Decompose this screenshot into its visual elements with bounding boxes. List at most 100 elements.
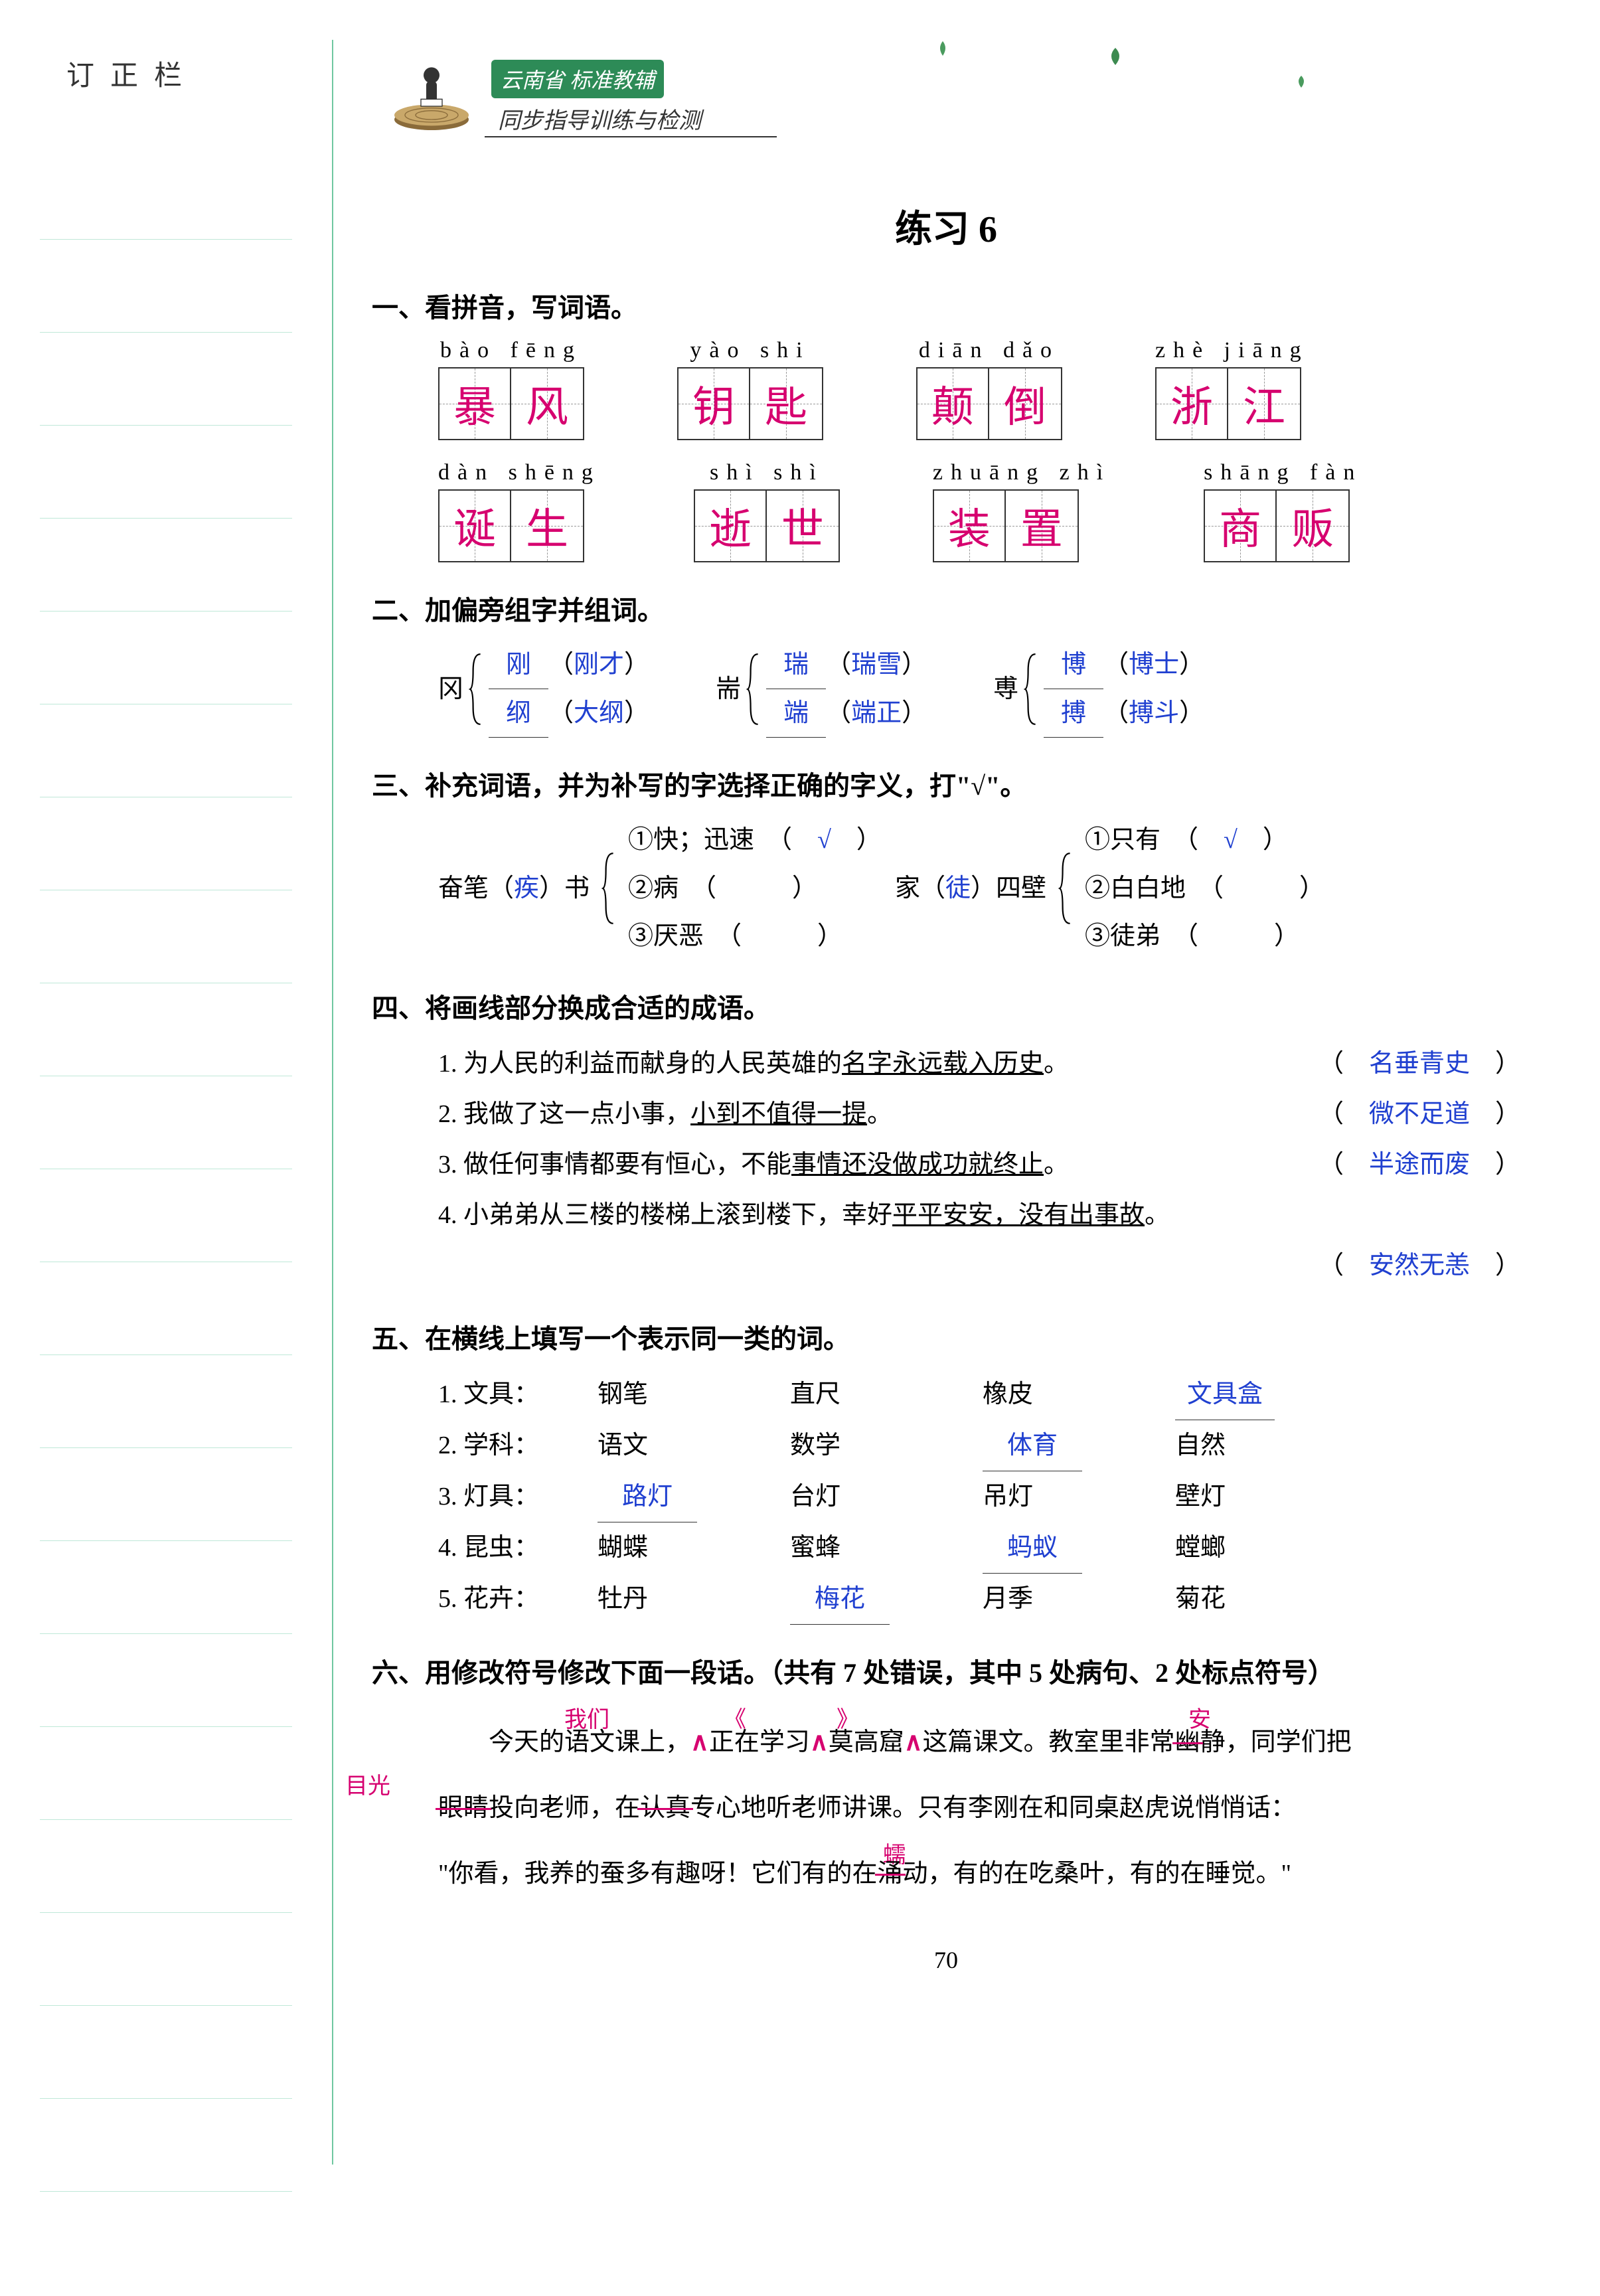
han-answer: 钥 bbox=[692, 373, 735, 434]
pinyin-block: zhè jiāng浙江 bbox=[1155, 338, 1309, 440]
page: 订正栏 云南省 标准教辅 同步指导训练与检测 bbox=[0, 0, 1600, 2296]
han-cell: 商 bbox=[1204, 489, 1277, 562]
answer-paren: （ 半途而废 ） bbox=[1319, 1139, 1520, 1190]
category-blank: 蚂蚁 bbox=[983, 1522, 1149, 1574]
category-label: 2. 学科： bbox=[438, 1420, 571, 1471]
margin-rule-line bbox=[40, 1169, 292, 1262]
category-blank: 体育 bbox=[983, 1420, 1149, 1471]
underlined-phrase: 平平安安，没有出事故 bbox=[892, 1201, 1145, 1229]
content-area: 云南省 标准教辅 同步指导训练与检测 练习 6 一、看拼音，写词语。 bào f… bbox=[372, 40, 1520, 1974]
radical-base: 尃 bbox=[993, 665, 1018, 713]
han-cell: 生 bbox=[511, 489, 584, 562]
section1-body: bào fēng暴风yào shi钥匙diān dǎo颠倒zhè jiāng浙江… bbox=[372, 338, 1520, 562]
category-blank: 文具盒 bbox=[1175, 1369, 1341, 1420]
pinyin-text: yào shi bbox=[677, 338, 823, 363]
category-label: 1. 文具： bbox=[438, 1369, 571, 1420]
category-row: 5. 花卉：牡丹梅花月季菊花 bbox=[438, 1574, 1520, 1625]
sentence-text: 2. 我做了这一点小事，小到不值得一提。 bbox=[438, 1089, 892, 1139]
underlined-phrase: 小到不值得一提 bbox=[690, 1100, 867, 1128]
section4-heading: 四、将画线部分换成合适的成语。 bbox=[372, 987, 1520, 1025]
section5-body: 1. 文具：钢笔直尺橡皮文具盒2. 学科：语文数学体育自然3. 灯具：路灯台灯吊… bbox=[372, 1369, 1520, 1625]
section1-heading: 一、看拼音，写词语。 bbox=[372, 286, 1520, 325]
edit-strike: 认真 bbox=[640, 1794, 690, 1822]
han-answer: 匙 bbox=[765, 373, 807, 434]
radical-char-answer: 端 bbox=[766, 689, 826, 738]
leaf-icon bbox=[929, 40, 956, 66]
idiom-replace-item: 4. 小弟弟从三楼的楼梯上滚到楼下，幸好平平安安，没有出事故。 bbox=[438, 1190, 1520, 1240]
sentence-text: 4. 小弟弟从三楼的楼梯上滚到楼下，幸好平平安安，没有出事故。 bbox=[438, 1190, 1170, 1240]
radical-word-answer: 瑞雪 bbox=[851, 641, 902, 689]
radical-word-answer: 端正 bbox=[851, 689, 902, 737]
han-box: 逝世 bbox=[694, 489, 840, 562]
han-answer: 装 bbox=[948, 495, 991, 556]
banner-top-text: 云南省 标准教辅 bbox=[491, 60, 664, 98]
check-mark: √ bbox=[817, 826, 831, 854]
idiom-answer: 安然无恙 bbox=[1369, 1252, 1470, 1279]
idiom-group: 奋笔（疾）书①快；迅速 （ √ ）②病 （ ）③厌恶 （ ） bbox=[438, 816, 882, 960]
vertical-divider bbox=[332, 40, 333, 2165]
han-answer: 世 bbox=[781, 495, 824, 556]
han-answer: 逝 bbox=[709, 495, 752, 556]
section3-heading: 三、补充词语，并为补写的字选择正确的字义，打"√"。 bbox=[372, 764, 1520, 803]
margin-rule-line bbox=[40, 519, 292, 612]
idiom-replace-item: 2. 我做了这一点小事，小到不值得一提。（ 微不足道 ） bbox=[438, 1089, 1520, 1139]
pinyin-text: diān dǎo bbox=[916, 338, 1062, 363]
han-answer: 风 bbox=[526, 373, 568, 434]
category-answer: 文具盒 bbox=[1175, 1369, 1275, 1420]
han-cell: 江 bbox=[1228, 367, 1301, 440]
section3-body: 奋笔（疾）书①快；迅速 （ √ ）②病 （ ）③厌恶 （ ）家（徒）四壁①只有 … bbox=[372, 816, 1520, 960]
definition-option: ①快；迅速 （ √ ） bbox=[628, 816, 882, 864]
radical-line: 博（博士） bbox=[1044, 641, 1204, 689]
category-blank: 梅花 bbox=[790, 1574, 956, 1625]
pinyin-block: yào shi 钥匙 bbox=[677, 338, 823, 440]
page-number: 70 bbox=[372, 1946, 1520, 1974]
han-box: 商贩 bbox=[1204, 489, 1362, 562]
margin-rule-line bbox=[40, 1076, 292, 1169]
pinyin-block: shì shì逝世 bbox=[694, 460, 840, 562]
han-answer: 置 bbox=[1020, 495, 1063, 556]
radical-char-answer: 纲 bbox=[489, 689, 548, 738]
margin-rule-line bbox=[40, 1541, 292, 1634]
definition-option: ③徒弟 （ ） bbox=[1085, 912, 1324, 960]
radical-line: 刚（刚才） bbox=[489, 641, 649, 689]
category-answer: 蚂蚁 bbox=[983, 1522, 1082, 1574]
han-cell: 贩 bbox=[1277, 489, 1350, 562]
paragraph-line: "你看，我养的蚕多有趣呀！它们有的在涌动，有的在吃桑叶，有的在睡觉。" bbox=[438, 1841, 1520, 1907]
category-answer: 体育 bbox=[983, 1420, 1082, 1471]
edit-strike: 涌 bbox=[878, 1860, 903, 1888]
category-word: 螳螂 bbox=[1175, 1522, 1341, 1573]
category-word: 橡皮 bbox=[983, 1369, 1149, 1420]
paragraph-line: 眼睛投向老师，在认真专心地听老师讲课。只有李刚在和同桌赵虎说悄悄话： bbox=[438, 1775, 1520, 1841]
margin-rule-line bbox=[40, 426, 292, 519]
han-cell: 风 bbox=[511, 367, 584, 440]
radical-word-answer: 搏斗 bbox=[1129, 689, 1179, 737]
category-row: 3. 灯具：路灯台灯吊灯壁灯 bbox=[438, 1471, 1520, 1522]
definition-option: ②白白地 （ ） bbox=[1085, 864, 1324, 912]
sentence-text: 3. 做任何事情都要有恒心，不能事情还没做成功就终止。 bbox=[438, 1139, 1069, 1190]
han-answer: 颠 bbox=[931, 373, 974, 434]
category-row: 1. 文具：钢笔直尺橡皮文具盒 bbox=[438, 1369, 1520, 1420]
han-answer: 暴 bbox=[453, 373, 496, 434]
radical-line: 端（端正） bbox=[766, 689, 927, 738]
han-box: 诞生 bbox=[438, 489, 601, 562]
definition-option: ①只有 （ √ ） bbox=[1085, 816, 1324, 864]
radical-char-answer: 博 bbox=[1044, 641, 1103, 689]
han-cell: 钥 bbox=[677, 367, 750, 440]
margin-rule-line bbox=[40, 890, 292, 983]
category-answer: 梅花 bbox=[790, 1574, 890, 1625]
radical-word-answer: 大纲 bbox=[574, 689, 624, 737]
section6-body: 我们《》安今天的语文课上，∧正在学习∧莫高窟∧这篇课文。教室里非常幽静，同学们把… bbox=[372, 1710, 1520, 1906]
pinyin-text: shāng fàn bbox=[1204, 460, 1362, 485]
sentence-text: 1. 为人民的利益而献身的人民英雄的名字永远载入历史。 bbox=[438, 1038, 1069, 1089]
pinyin-text: dàn shēng bbox=[438, 460, 601, 485]
category-row: 4. 昆虫：蝴蝶蜜蜂蚂蚁螳螂 bbox=[438, 1522, 1520, 1574]
category-word: 自然 bbox=[1175, 1420, 1341, 1471]
category-word: 台灯 bbox=[790, 1471, 956, 1522]
margin-rule-line bbox=[40, 2006, 292, 2099]
radical-char-answer: 瑞 bbox=[766, 641, 826, 689]
han-cell: 诞 bbox=[438, 489, 511, 562]
category-word: 吊灯 bbox=[983, 1471, 1149, 1522]
radical-line: 纲（大纲） bbox=[489, 689, 649, 738]
edit-strike: 眼睛 bbox=[438, 1794, 489, 1822]
han-cell: 匙 bbox=[750, 367, 823, 440]
